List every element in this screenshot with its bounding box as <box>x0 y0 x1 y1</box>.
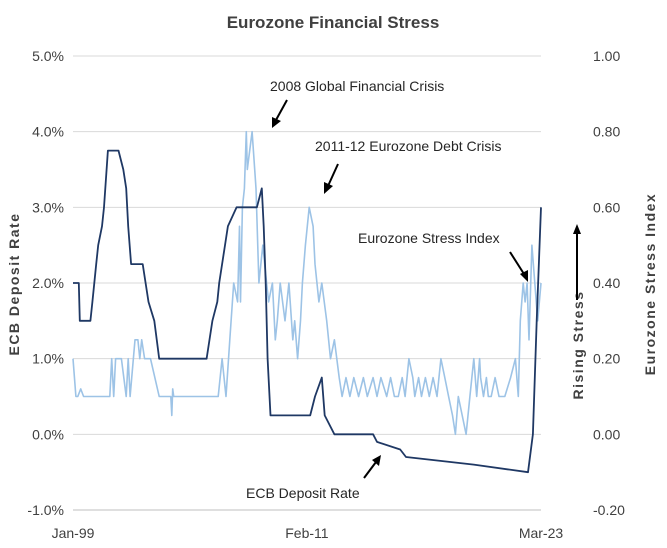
x-axis: Jan-99 Feb-11 Mar-23 <box>52 525 564 541</box>
left-tick-label: 0.0% <box>32 426 64 442</box>
left-y-axis: -1.0% 0.0% 1.0% 2.0% 3.0% 4.0% 5.0% <box>27 48 64 518</box>
left-tick-label: -1.0% <box>27 502 64 518</box>
right-axis-label: Eurozone Stress Index <box>642 193 658 375</box>
right-tick-label: 0.40 <box>593 275 620 291</box>
rising-stress-arrow <box>573 224 581 300</box>
left-tick-label: 4.0% <box>32 124 64 140</box>
annotation-debt-crisis: 2011-12 Eurozone Debt Crisis <box>315 138 502 154</box>
series-line-stress-index <box>72 130 542 436</box>
x-tick-label: Jan-99 <box>52 525 95 541</box>
right-tick-label: 1.00 <box>593 48 620 64</box>
annotation-stress-index-arrow <box>509 251 528 282</box>
annotation-stress-index: Eurozone Stress Index <box>358 230 500 246</box>
right-tick-label: 0.60 <box>593 199 620 215</box>
annotation-debt-crisis-arrow <box>324 163 339 194</box>
gridlines <box>73 55 541 511</box>
rising-stress-label: Rising Stress <box>570 291 586 400</box>
right-tick-label: 0.20 <box>593 351 620 367</box>
left-tick-label: 1.0% <box>32 351 64 367</box>
series-lines <box>72 130 542 474</box>
left-tick-label: 5.0% <box>32 48 64 64</box>
series-line-ecb-deposit-rate <box>73 149 542 474</box>
annotation-gfc: 2008 Global Financial Crisis <box>270 78 444 94</box>
x-tick-label: Mar-23 <box>519 525 564 541</box>
left-axis-label: ECB Deposit Rate <box>6 212 22 355</box>
annotation-deposit-rate-arrow <box>363 455 381 479</box>
left-tick-label: 2.0% <box>32 275 64 291</box>
x-tick-label: Feb-11 <box>285 525 329 541</box>
right-y-axis: -0.20 0.00 0.20 0.40 0.60 0.80 1.00 <box>593 48 625 518</box>
chart-title: Eurozone Financial Stress <box>227 13 440 32</box>
right-tick-label: 0.80 <box>593 124 620 140</box>
annotation-gfc-arrow <box>272 99 288 128</box>
right-tick-label: -0.20 <box>593 502 625 518</box>
right-tick-label: 0.00 <box>593 426 620 442</box>
left-tick-label: 3.0% <box>32 199 64 215</box>
annotation-deposit-rate: ECB Deposit Rate <box>246 485 360 501</box>
